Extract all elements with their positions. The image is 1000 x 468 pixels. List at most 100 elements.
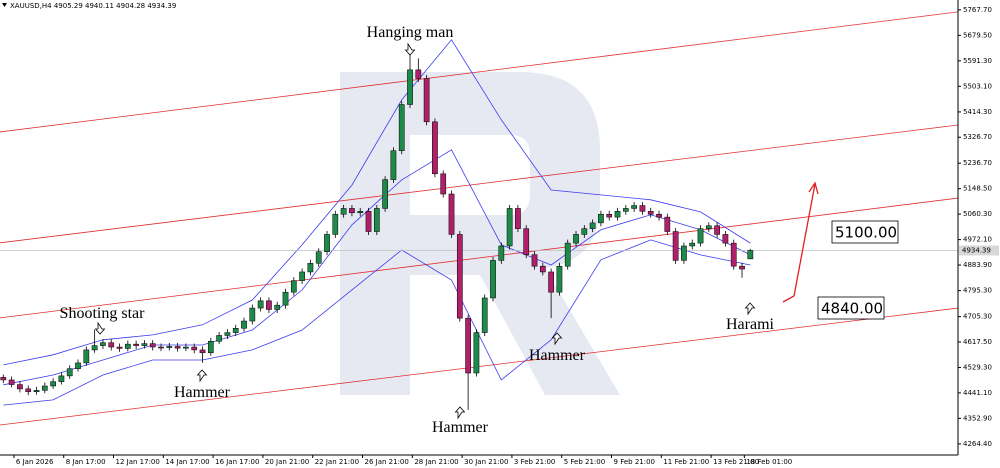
- candle-body: [224, 332, 231, 336]
- annotation-arrow: [744, 302, 756, 316]
- candle-body: [166, 346, 173, 348]
- candle-body: [656, 213, 662, 218]
- candle-body: [58, 375, 65, 382]
- x-tick-label: 26 Jan 21:00: [365, 458, 409, 466]
- candle-body: [498, 245, 505, 261]
- y-tick-label: 4441.10: [963, 389, 992, 397]
- candle-body: [415, 69, 422, 79]
- x-tick-label: 5 Feb 21:00: [564, 458, 605, 466]
- y-tick-label: 4352.90: [963, 414, 992, 422]
- candle-body: [606, 213, 613, 218]
- candle-body: [116, 346, 123, 349]
- y-tick-label: 4264.40: [963, 440, 992, 448]
- candle-body: [365, 211, 372, 232]
- y-tick-label: 5326.70: [963, 133, 992, 141]
- candle-body: [33, 390, 40, 393]
- candle-body: [581, 228, 588, 235]
- candle-body: [324, 234, 330, 253]
- candle-body: [456, 234, 463, 319]
- x-tick-label: 13 Feb 21:00: [713, 458, 759, 466]
- annotation-arrow: [454, 406, 466, 420]
- candle-body: [598, 213, 604, 224]
- candle-body: [149, 343, 156, 348]
- candle-body: [639, 205, 646, 212]
- candle-body: [25, 388, 32, 393]
- candle-body: [249, 307, 256, 322]
- candle-body: [257, 300, 264, 309]
- candle-body: [390, 150, 397, 180]
- y-tick-label: 5236.70: [963, 159, 992, 167]
- candle-body: [556, 265, 563, 293]
- annotation: Hammer: [529, 347, 586, 364]
- bollinger-lower: [3, 239, 751, 406]
- candle-body: [241, 320, 247, 329]
- x-tick-label: 11 Feb 21:00: [663, 458, 709, 466]
- candle-body: [473, 332, 480, 374]
- x-tick-label: 28 Jan 21:00: [414, 458, 458, 466]
- candle-body: [515, 208, 521, 229]
- candle-body: [216, 335, 222, 342]
- candle-body: [647, 211, 654, 215]
- y-tick-label: 5767.70: [963, 6, 992, 14]
- candle-body: [8, 379, 15, 385]
- candle-body: [66, 368, 73, 377]
- candle-body: [523, 228, 530, 255]
- candle-body: [564, 242, 571, 267]
- candle-body: [17, 384, 23, 390]
- candle-body: [100, 342, 106, 346]
- y-tick-label: 5679.50: [963, 31, 992, 39]
- x-tick-label: 30 Jan 21:00: [464, 458, 508, 466]
- y-tick-label: 4883.90: [963, 261, 992, 269]
- candle-body: [232, 328, 239, 333]
- annotation: Hammer: [174, 384, 231, 401]
- x-tick-label: 8 Jan 17:00: [66, 458, 106, 466]
- x-tick-label: 9 Feb 21:00: [614, 458, 655, 466]
- channel-line: [0, 124, 959, 244]
- candle-body: [631, 205, 637, 209]
- candle-body: [548, 271, 554, 293]
- candle-body: [506, 208, 513, 247]
- candle-body: [705, 225, 712, 229]
- annotation-arrow: [551, 332, 563, 346]
- candle-body: [407, 69, 413, 105]
- y-tick-label: 4972.10: [963, 236, 992, 244]
- annotation-arrow: [196, 369, 208, 383]
- x-tick-label: 22 Jan 21:00: [315, 458, 359, 466]
- candle-body: [440, 173, 447, 195]
- annotation: Shooting star: [60, 305, 146, 322]
- candle-body: [266, 300, 272, 310]
- candle-body: [75, 362, 81, 369]
- y-tick-label: 4529.30: [963, 363, 992, 371]
- watermark: [340, 72, 620, 395]
- candle-body: [490, 260, 496, 299]
- annotation: Hanging man: [367, 24, 454, 41]
- candle-body: [539, 265, 546, 273]
- candle-body: [50, 381, 56, 387]
- candle-body: [174, 346, 181, 349]
- candle-body: [681, 245, 687, 261]
- x-tick-label: 14 Jan 17:00: [165, 458, 209, 466]
- x-tick-label: 20 Jan 21:00: [265, 458, 309, 466]
- candle-body: [465, 317, 471, 374]
- candle-body: [531, 254, 538, 267]
- annotation: Harami: [726, 316, 775, 333]
- y-tick-label: 5060.30: [963, 210, 992, 218]
- annotation-arrow: [404, 42, 416, 56]
- candle-body: [332, 213, 339, 235]
- candle-body: [373, 208, 380, 232]
- candle-body: [357, 211, 364, 214]
- candle-body: [481, 297, 488, 333]
- candle-body: [183, 346, 189, 349]
- candle-body: [349, 208, 355, 214]
- x-tick-label: 16 Jan 17:00: [215, 458, 259, 466]
- y-tick-label: 5414.30: [963, 108, 992, 116]
- candle-body: [664, 216, 671, 232]
- price-tag: [959, 245, 999, 256]
- bollinger-middle: [3, 149, 751, 386]
- x-tick-label: 12 Jan 17:00: [116, 458, 160, 466]
- candle-body: [714, 225, 720, 235]
- y-tick-label: 5591.30: [963, 57, 992, 65]
- candle-body: [299, 271, 305, 281]
- bollinger-upper: [3, 39, 751, 366]
